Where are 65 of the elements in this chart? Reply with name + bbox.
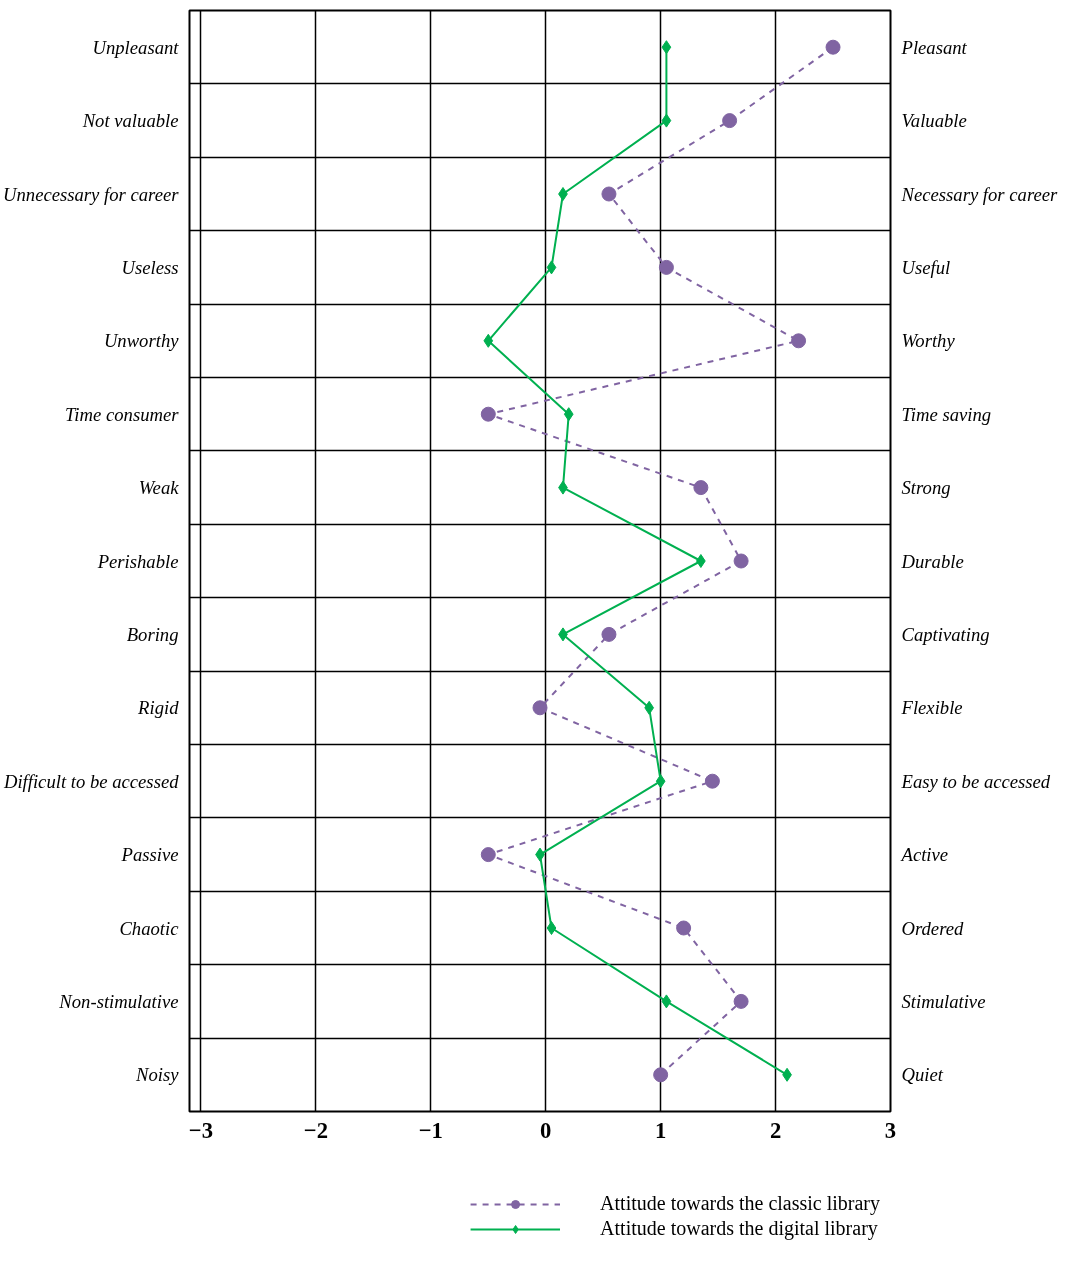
y2-tick-label: Stimulative — [901, 990, 986, 1012]
y2-tick-label: Easy to be accessed — [900, 770, 1051, 792]
legend-label: Attitude towards the classic library — [600, 1192, 880, 1215]
y-tick-label: Noisy — [135, 1064, 180, 1086]
y2-tick-label: Ordered — [901, 917, 964, 939]
point — [733, 553, 749, 569]
point — [601, 626, 617, 642]
y2-tick-label: Quiet — [901, 1064, 944, 1086]
y-tick-label: Unnecessary for career — [3, 183, 180, 205]
point — [644, 700, 655, 715]
point — [480, 406, 496, 422]
y-tick-label: Not valuable — [81, 110, 179, 132]
point — [653, 1067, 669, 1083]
point — [546, 260, 557, 275]
y-tick-label: Perishable — [96, 550, 179, 572]
y2-tick-label: Flexible — [900, 697, 963, 719]
y2-tick-label: Active — [899, 844, 949, 866]
point — [704, 773, 720, 789]
point — [825, 39, 841, 55]
y-tick-label: Chaotic — [119, 917, 180, 939]
point — [791, 333, 807, 349]
y-tick-label: Useless — [121, 256, 179, 278]
y-tick-label: Boring — [126, 623, 179, 645]
point — [661, 113, 672, 128]
y-tick-label: Non-stimulative — [58, 990, 179, 1012]
point — [733, 993, 749, 1009]
point — [722, 113, 738, 129]
point — [532, 700, 548, 716]
y-tick-label: Weak — [138, 477, 180, 499]
point — [661, 994, 672, 1009]
y-tick-label: Rigid — [137, 697, 180, 719]
point — [693, 480, 709, 496]
point — [483, 333, 494, 348]
point — [563, 407, 574, 422]
y2-tick-label: Useful — [901, 256, 951, 278]
x-tick-label: −3 — [188, 1117, 214, 1143]
y-tick-label: Unpleasant — [92, 36, 180, 58]
x-tick-label: 3 — [884, 1117, 897, 1143]
point — [661, 40, 672, 55]
y2-tick-label: Valuable — [901, 110, 967, 132]
x-tick-label: 1 — [655, 1117, 667, 1143]
point — [546, 921, 557, 935]
y-tick-label: Difficult to be accessed — [2, 770, 180, 792]
x-tick-label: 2 — [769, 1117, 782, 1143]
y2-tick-label: Durable — [900, 550, 964, 572]
point — [655, 774, 666, 789]
x-tick-label: 0 — [540, 1117, 552, 1143]
point — [558, 187, 568, 201]
y2-tick-label: Captivating — [901, 623, 990, 645]
y2-tick-label: Necessary for career — [900, 183, 1059, 205]
y-tick-label: Unworthy — [103, 330, 180, 352]
y2-tick-label: Pleasant — [900, 36, 968, 58]
x-tick-label: −1 — [418, 1117, 443, 1143]
point — [480, 847, 496, 863]
point — [601, 186, 617, 202]
point — [696, 554, 706, 568]
y-tick-label: Time consumer — [65, 403, 180, 425]
y2-tick-label: Worthy — [901, 330, 956, 352]
point — [658, 259, 674, 275]
legend-label: Attitude towards the digital library — [600, 1217, 878, 1240]
y2-tick-label: Strong — [901, 477, 951, 499]
point — [676, 920, 692, 936]
y-tick-label: Passive — [120, 844, 179, 866]
x-tick-label: −2 — [303, 1117, 329, 1143]
y2-tick-label: Time saving — [901, 403, 992, 425]
